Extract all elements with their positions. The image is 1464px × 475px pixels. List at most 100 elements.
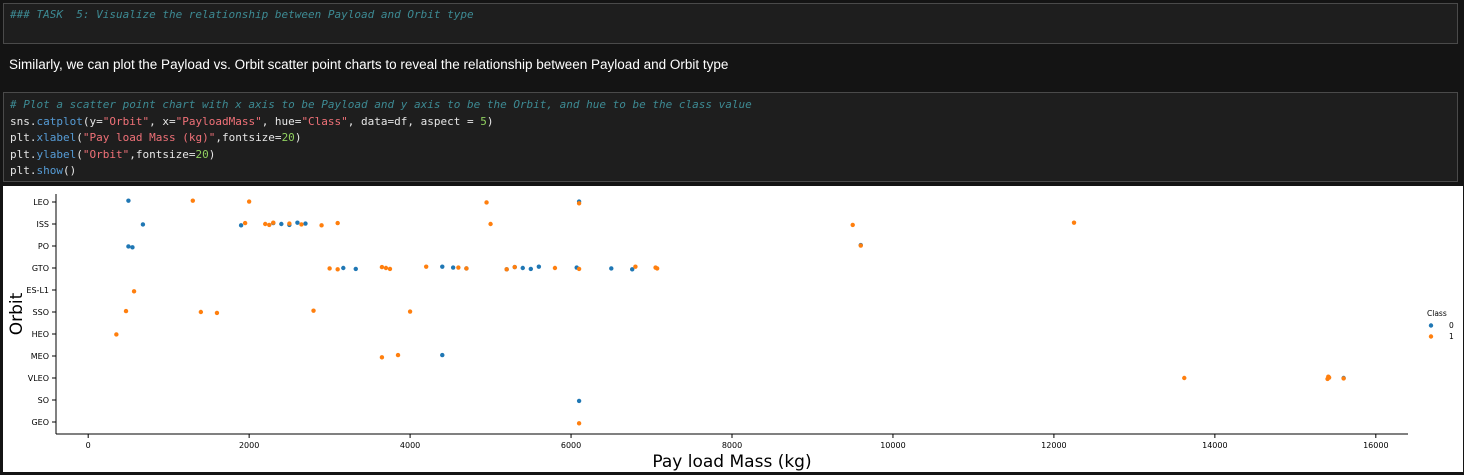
data-point-class-1 <box>512 264 517 270</box>
code-line-2: sns.catplot(y="Orbit", x="PayloadMass", … <box>10 114 1457 131</box>
data-point-class-1 <box>311 308 316 313</box>
code-function: ylabel <box>36 147 77 161</box>
data-point-class-0 <box>126 244 131 249</box>
code-line-1: # Plot a scatter point chart with x axis… <box>10 97 1457 114</box>
data-point-class-1 <box>633 264 638 269</box>
code-number: 20 <box>195 147 209 161</box>
code-token: , data=df, aspect = <box>347 114 481 128</box>
data-point-class-1 <box>246 199 252 204</box>
y-tick-label: PO <box>38 242 49 251</box>
code-token: (y= <box>82 114 103 128</box>
data-point-class-1 <box>407 309 413 314</box>
data-point-class-0 <box>450 265 456 270</box>
y-tick-label: GTO <box>32 264 49 273</box>
x-tick-label: 2000 <box>239 441 259 450</box>
data-point-class-1 <box>335 220 340 226</box>
data-point-class-1 <box>576 266 582 272</box>
cell-output: LEO ISS PO GTO ES-L1 SSO HEO MEO VLEO SO GEO 0 2000 4… <box>3 186 1463 472</box>
code-token: plt. <box>10 131 37 144</box>
data-point-class-1 <box>395 352 401 358</box>
data-point-class-1 <box>114 332 119 337</box>
data-point-class-1 <box>214 310 220 316</box>
description-text: Similarly, we can plot the Payload vs. O… <box>9 57 729 72</box>
code-line-4: plt.ylabel("Orbit",fontsize=20) <box>10 147 1457 164</box>
x-tick-label: 14000 <box>1202 441 1227 450</box>
data-point-class-1 <box>379 264 385 270</box>
data-point-class-0 <box>130 245 135 250</box>
data-point-class-1 <box>464 266 469 271</box>
data-point-class-1 <box>131 289 137 294</box>
data-point-class-0 <box>609 266 614 271</box>
data-point-class-1 <box>456 265 461 270</box>
data-point-class-1 <box>654 266 660 271</box>
data-point-class-0 <box>520 265 525 271</box>
code-token: sns. <box>10 114 37 128</box>
legend-title: Class <box>1427 309 1447 318</box>
data-point-class-1 <box>488 221 493 227</box>
x-tick-label: 0 <box>86 441 91 450</box>
markdown-cell[interactable]: ### TASK 5: Visualize the relationship b… <box>3 3 1458 44</box>
code-string: "Pay load Mass (kg)" <box>82 131 216 144</box>
y-tick-label: ISS <box>36 220 49 229</box>
code-comment: # Plot a scatter point chart with x axis… <box>10 98 752 111</box>
data-point-class-0 <box>303 221 308 226</box>
data-point-class-1 <box>327 266 332 271</box>
code-number: 5 <box>480 114 487 128</box>
y-tick-label: SO <box>38 396 49 405</box>
data-point-class-1 <box>335 267 340 272</box>
data-point-class-0 <box>295 220 300 225</box>
data-point-class-1 <box>576 201 582 206</box>
data-point-class-1 <box>576 421 582 426</box>
data-point-class-1 <box>263 221 268 227</box>
data-point-class-1 <box>1071 220 1077 225</box>
code-token: ) <box>294 131 302 144</box>
x-tick-label: 12000 <box>1041 441 1066 450</box>
data-point-class-1 <box>383 265 389 271</box>
code-token: ( <box>76 147 83 161</box>
code-token: () <box>63 164 77 177</box>
code-token: ( <box>76 131 83 144</box>
data-point-class-0 <box>440 264 445 269</box>
code-number: 20 <box>281 131 295 144</box>
code-function: show <box>36 164 64 177</box>
data-point-class-0 <box>536 264 542 269</box>
code-token: ) <box>486 114 494 128</box>
data-point-class-1 <box>850 222 855 228</box>
data-point-class-1 <box>299 222 304 227</box>
data-point-class-1 <box>190 198 196 203</box>
data-point-class-1 <box>319 223 324 228</box>
y-tick-label: ES-L1 <box>26 286 49 295</box>
legend-marker-class-0 <box>1428 323 1434 328</box>
y-tick-label: VLEO <box>28 374 49 383</box>
x-tick-label: 6000 <box>561 441 581 450</box>
x-axis-label: Pay load Mass (kg) <box>652 452 811 472</box>
data-point-class-1 <box>198 309 204 315</box>
data-point-class-1 <box>267 222 272 228</box>
x-tick-label: 10000 <box>880 441 905 450</box>
code-string: "Class" <box>301 114 348 128</box>
legend-marker-class-1 <box>1428 334 1434 339</box>
code-string: "PayloadMass" <box>175 114 262 128</box>
code-cell[interactable]: # Plot a scatter point chart with x axis… <box>3 92 1458 182</box>
code-token: ,fontsize= <box>129 147 196 161</box>
data-point-class-1 <box>423 264 429 269</box>
data-point-class-1 <box>1326 375 1332 380</box>
data-point-class-1 <box>387 266 393 272</box>
data-point-class-0 <box>238 223 244 228</box>
data-point-class-1 <box>1341 376 1346 381</box>
code-function: xlabel <box>36 131 77 144</box>
y-tick-label: LEO <box>33 198 49 207</box>
data-point-class-1 <box>552 265 558 271</box>
legend-label: 0 <box>1449 321 1454 330</box>
data-point-class-1 <box>287 221 292 226</box>
code-token: ,fontsize= <box>215 131 282 144</box>
code-line-5: plt.show() <box>10 163 1457 180</box>
data-point-class-1 <box>123 308 129 314</box>
data-point-class-0 <box>341 265 346 271</box>
code-token: plt. <box>10 164 37 177</box>
data-point-class-1 <box>1182 375 1187 381</box>
legend-label: 1 <box>1449 332 1454 341</box>
code-token: plt. <box>10 147 37 161</box>
code-token: , hue= <box>261 114 302 128</box>
markdown-source: ### TASK 5: Visualize the relationship b… <box>10 8 474 21</box>
